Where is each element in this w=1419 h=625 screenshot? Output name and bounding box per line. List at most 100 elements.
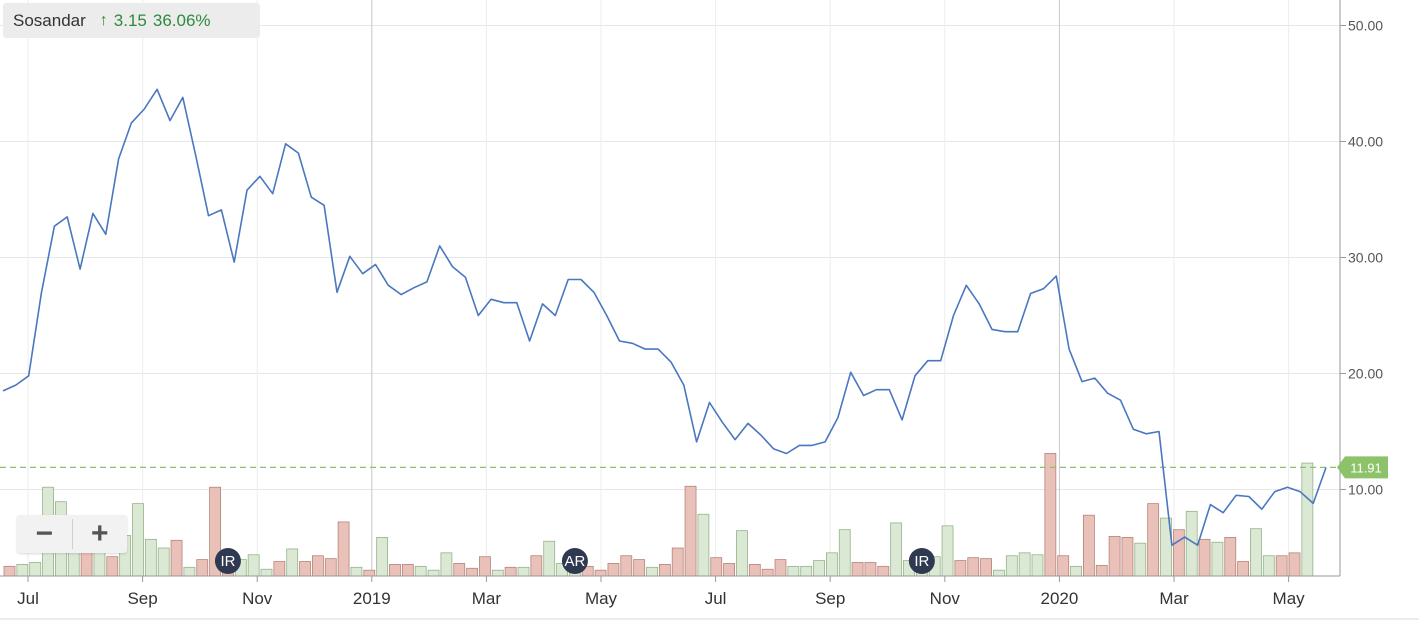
y-tick-label: 40.00 [1348,134,1383,150]
event-marker-circle [561,548,588,574]
y-tick-label: 30.00 [1348,250,1383,266]
event-marker-label: IR [914,553,929,570]
volume-bar [671,547,684,577]
volume-bar [1275,555,1288,577]
volume-bar [144,538,157,577]
volume-bar [1250,528,1262,577]
volume-bar [684,485,697,577]
zoom-out-button[interactable]: − [35,517,54,550]
volume-bar [132,503,144,577]
legend-change-percent: 36.06% [152,10,211,30]
volume-bar [1237,561,1249,577]
volume-bar [1121,537,1134,577]
legend-stock-name: Sosandar [13,10,86,30]
x-tick-label: Nov [930,589,961,608]
volume-bar [594,569,607,577]
volume-bar [1211,541,1224,577]
volume-bar [813,560,825,577]
last-price-tag-shape [1337,456,1388,479]
volume-bar [723,563,735,577]
volume-bar [196,559,209,577]
volume-bar [414,565,427,577]
volume-bar [1083,514,1095,577]
volume-bar [427,569,440,577]
volume-bar [170,539,183,577]
up-arrow-icon: ↑ [99,11,108,29]
volume-bar [479,556,491,577]
volume-bar [1095,564,1108,577]
volume-bar [1224,537,1237,577]
volume-bar [157,547,170,577]
volume-bar [1262,555,1275,577]
y-tick-label: 50.00 [1348,18,1383,34]
volume-bar [389,564,401,577]
volume-bar [273,561,286,577]
volume-bar [838,529,851,577]
x-tick-label: Sep [815,589,845,608]
volume-bar [993,569,1005,577]
volume-bar [106,556,119,577]
volume-bar [543,540,556,577]
zoom-in-button[interactable]: + [90,517,109,550]
volume-bar [363,569,376,577]
volume-bar [736,530,748,577]
legend-change-value: 3.15 [113,10,147,30]
volume-bar [1172,529,1185,577]
y-tick-label: 10.00 [1348,482,1383,498]
volume-bar [877,565,890,577]
volume-bar [1031,554,1044,577]
volume-bar [761,568,774,577]
x-tick-label: Mar [1159,589,1189,608]
volume-bar [1288,552,1301,577]
legend-box: Sosandar ↑ 3.15 36.06% [3,3,260,38]
volume-bar [620,555,633,577]
volume-bar [517,566,530,577]
volume-bar [1018,552,1031,577]
volume-bar [1108,536,1121,577]
event-layer: IR AR IR [214,548,935,574]
price-line [2,88,1327,546]
zoom-divider [71,519,73,549]
line-layer [0,88,1340,546]
volume-bar [697,513,710,577]
volume-bar [607,563,620,577]
volume-bar [851,562,864,577]
x-tick-label: Jul [17,589,39,608]
volume-bar [16,564,29,577]
volume-bar [80,551,93,577]
grid-layer [0,0,1340,576]
y-tick-label: 20.00 [1348,366,1383,382]
volume-bar [967,557,980,577]
x-tick-label: Nov [242,589,273,608]
volume-bar [29,562,42,577]
last-price-label: 11.91 [1350,460,1382,475]
volume-bar [324,558,337,577]
x-tick-label: 2020 [1040,589,1078,608]
volume-bar [1057,555,1070,577]
volume-bar [401,564,414,577]
x-tick-label: May [1273,589,1306,608]
zoom-controls: − + [17,515,127,553]
volume-bar [954,560,967,577]
volume-bar [980,558,992,577]
volume-bar [260,568,273,577]
x-tick-label: Jul [705,589,727,608]
volume-bar [774,559,787,577]
event-marker-circle [214,548,241,574]
volume-bar [864,562,877,577]
volume-bar [748,564,761,577]
volume-bar [3,565,16,577]
event-marker: IR [214,548,241,574]
x-tick-label: 2019 [353,589,391,608]
volume-bar [1198,538,1211,577]
event-marker-circle [908,548,935,574]
volume-bar [1005,555,1018,577]
volume-bar [453,563,466,577]
event-marker-label: IR [220,553,235,570]
volume-bar [646,566,658,577]
x-tick-label: May [585,589,618,608]
volume-bar [1134,542,1147,577]
volume-bar [1044,453,1057,577]
